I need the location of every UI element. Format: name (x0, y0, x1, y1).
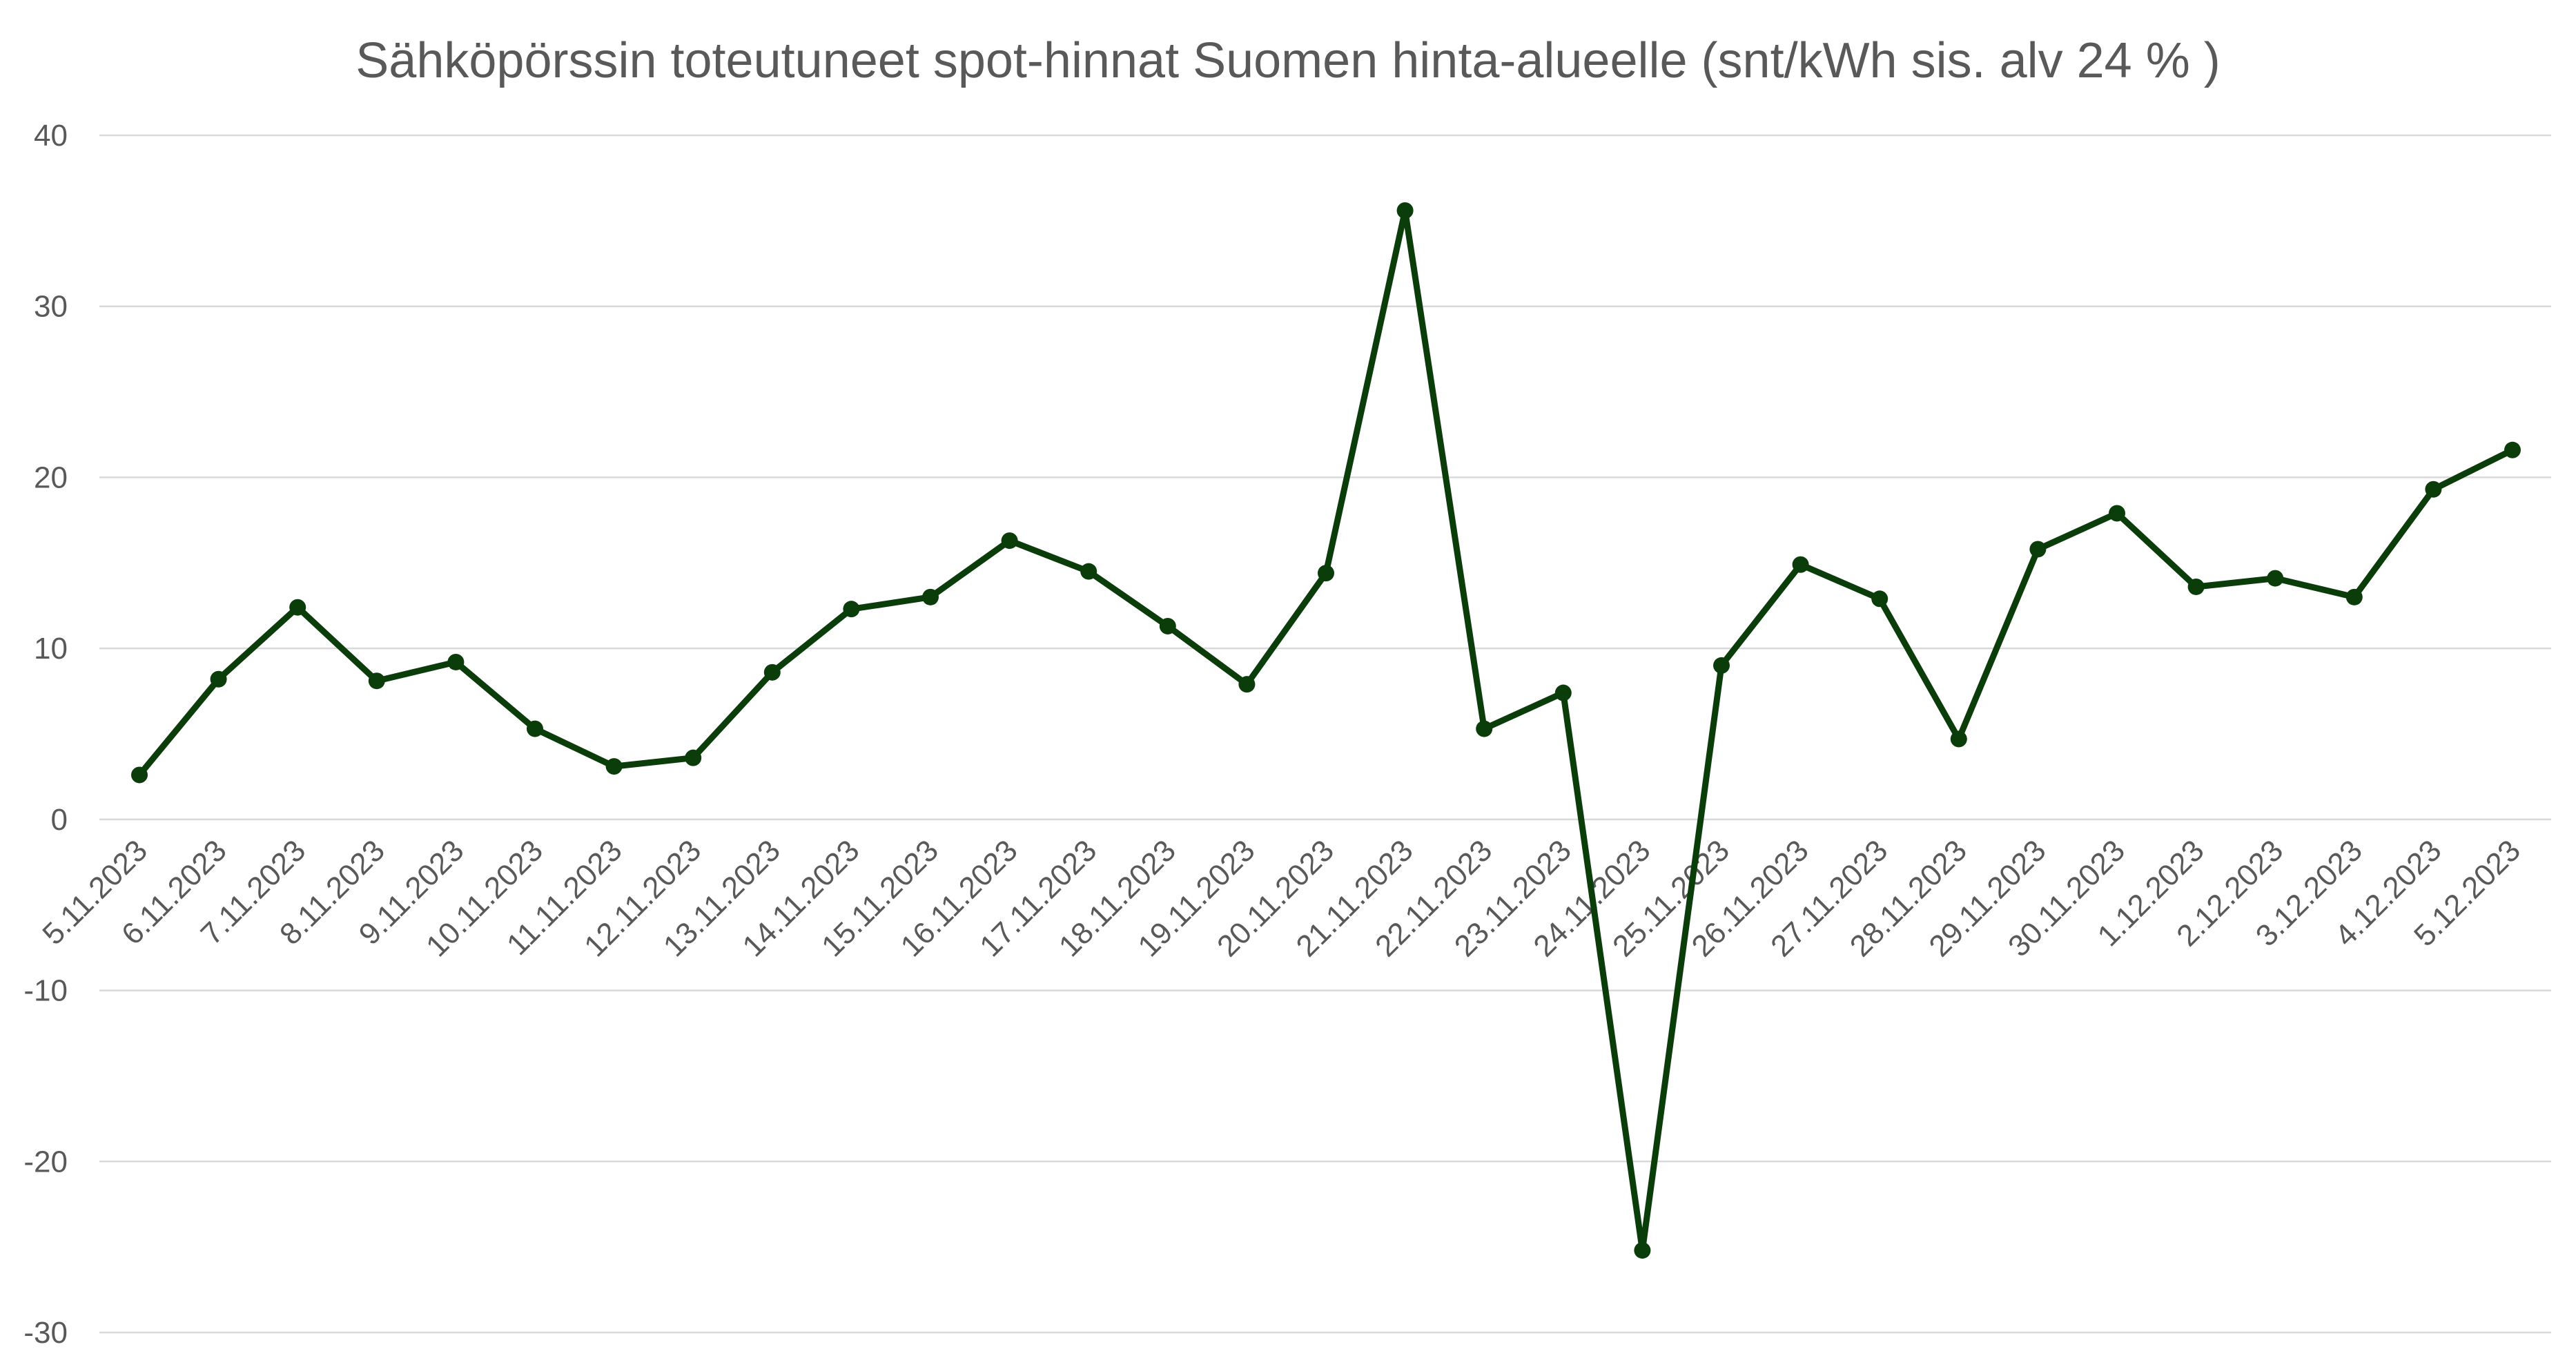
y-tick-label: 10 (34, 632, 68, 666)
data-point (605, 758, 623, 775)
data-point (1713, 657, 1730, 674)
data-point (527, 720, 543, 737)
data-point (685, 749, 702, 766)
data-point (1318, 565, 1334, 582)
y-tick-label: 20 (34, 460, 68, 494)
data-point (2345, 588, 2363, 605)
data-point (1950, 730, 1967, 748)
gridlines (99, 134, 2551, 1334)
data-point (447, 653, 465, 670)
data-point (1792, 556, 1809, 573)
data-point (1159, 617, 1176, 634)
y-tick-label: 30 (34, 290, 68, 324)
data-point (1238, 676, 1256, 693)
y-tick-label: 0 (51, 803, 68, 837)
data-point (210, 670, 227, 688)
y-tick-label: -10 (23, 974, 68, 1008)
data-point (2425, 481, 2442, 498)
chart-title: Sähköpörssin toteutuneet spot-hinnat Suo… (355, 33, 2220, 88)
data-point (131, 766, 148, 784)
data-point (1001, 532, 1018, 550)
data-point (1396, 202, 1414, 219)
y-tick-label: 40 (34, 119, 68, 153)
y-axis-tick-labels: 40 30 20 10 0 -10 -20 -30 (23, 119, 68, 1350)
data-point (2109, 505, 2125, 522)
data-point (1554, 684, 1572, 701)
data-point (763, 663, 781, 681)
series-markers (131, 202, 2521, 1259)
y-tick-label: -20 (23, 1145, 68, 1179)
data-point (922, 588, 939, 605)
data-point (2504, 441, 2521, 458)
data-point (1476, 720, 1493, 737)
data-point (2029, 541, 2047, 558)
data-point (1871, 590, 1889, 608)
y-tick-label: -30 (23, 1316, 68, 1350)
data-point (289, 599, 306, 616)
data-point (368, 672, 385, 690)
data-point (843, 601, 860, 618)
data-point (2267, 570, 2284, 587)
data-point (1080, 563, 1097, 580)
data-point (1634, 1242, 1651, 1259)
data-point (2187, 578, 2205, 595)
